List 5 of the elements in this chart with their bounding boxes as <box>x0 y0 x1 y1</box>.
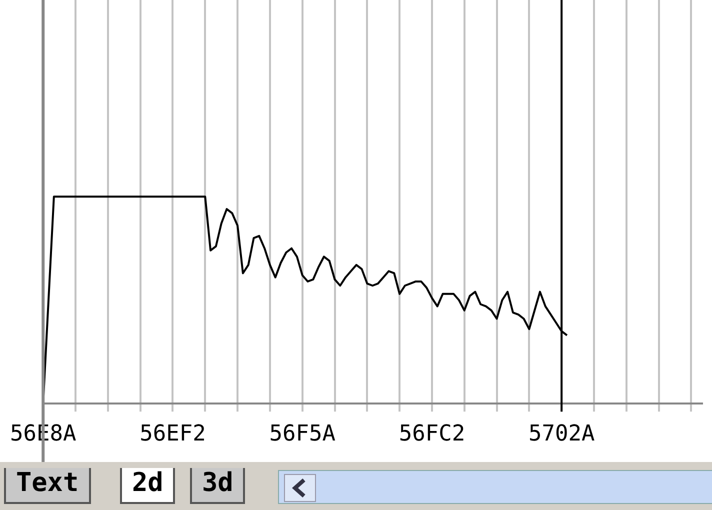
x-tick-label: 56FC2 <box>398 422 466 447</box>
x-tick-label: 56E8A <box>10 422 76 447</box>
x-tick-label: 56F5A <box>269 422 336 447</box>
x-tick-label: 5702A <box>528 422 595 447</box>
x-tick-label: 56EF2 <box>140 422 206 447</box>
